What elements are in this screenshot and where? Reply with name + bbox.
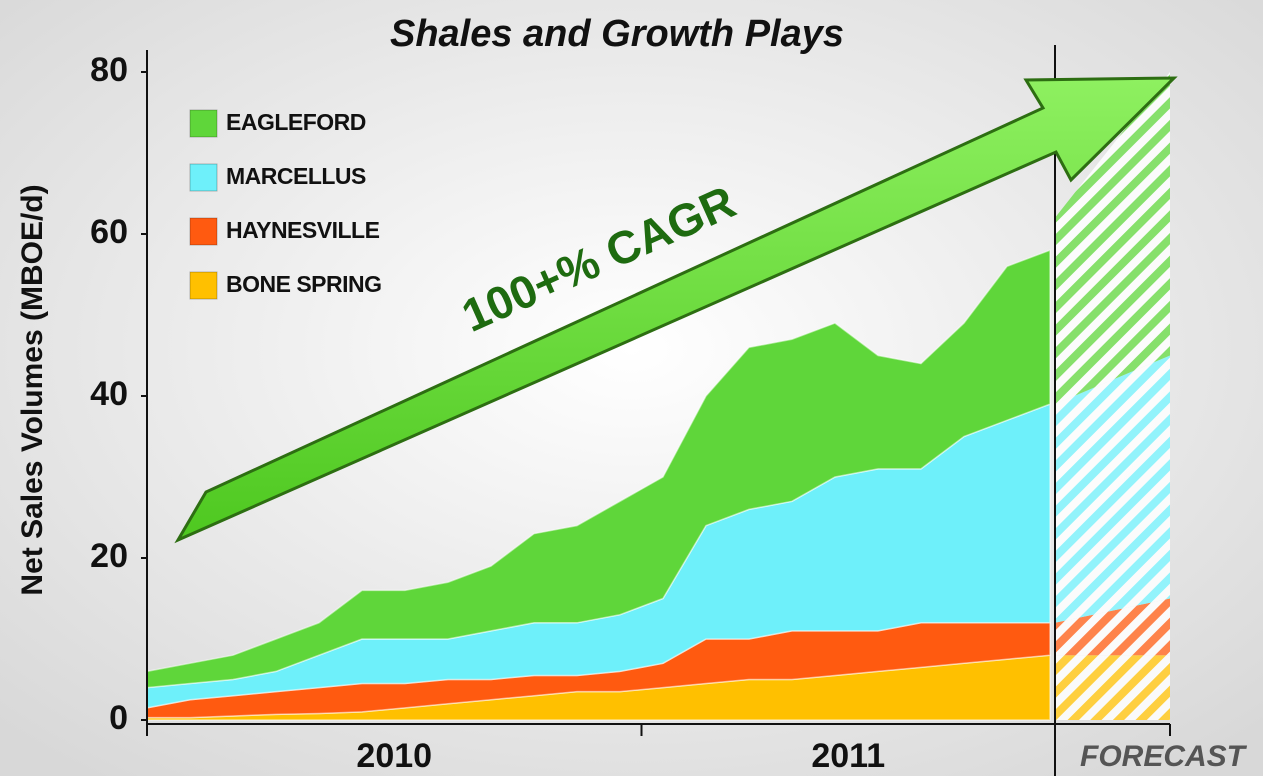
x-group-label: 2010 xyxy=(356,737,432,775)
forecast-area xyxy=(1055,598,1170,656)
legend: EAGLEFORD MARCELLUS HAYNESVILLE BONE SPRING xyxy=(189,109,382,300)
legend-swatch xyxy=(189,109,218,138)
legend-label: BONE SPRING xyxy=(226,271,382,297)
legend-label: EAGLEFORD xyxy=(226,109,366,135)
y-axis-label: Net Sales Volumes (MBOE/d) xyxy=(16,184,49,595)
plot-area: 0 20 40 60 80 2010 2011 FORECAST xyxy=(90,45,1248,776)
forecast-area xyxy=(1055,355,1170,623)
y-tick-label: 80 xyxy=(90,51,128,89)
legend-swatch xyxy=(189,217,218,246)
y-tick-label: 0 xyxy=(109,699,128,737)
legend-label: MARCELLUS xyxy=(226,163,366,189)
forecast-area xyxy=(1055,655,1170,720)
forecast-label: FORECAST xyxy=(1080,740,1248,773)
forecast-area xyxy=(1055,72,1170,405)
legend-label: HAYNESVILLE xyxy=(226,217,380,243)
legend-swatch xyxy=(189,163,218,192)
arrow-shape xyxy=(174,76,1178,544)
chart-title: Shales and Growth Plays xyxy=(390,13,844,55)
area xyxy=(146,249,1051,689)
legend-swatch xyxy=(189,271,218,300)
y-tick-label: 20 xyxy=(90,537,128,575)
y-tick-label: 60 xyxy=(90,213,128,251)
y-tick-label: 40 xyxy=(90,375,128,413)
x-group-label: 2011 xyxy=(811,737,885,775)
